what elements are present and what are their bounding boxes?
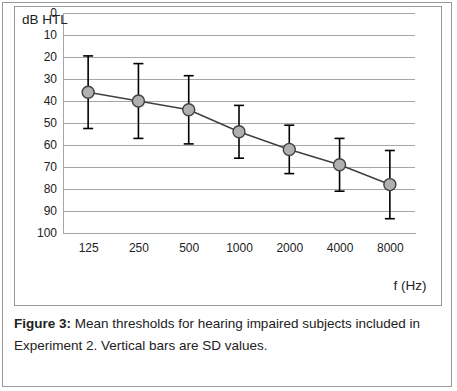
error-bar-cap <box>385 150 395 152</box>
x-tick: 250 <box>129 233 149 255</box>
error-bar <box>133 64 143 139</box>
y-tick-label: 30 <box>44 72 58 86</box>
y-tick: 50 <box>44 116 63 130</box>
y-tick-label: 60 <box>44 138 58 152</box>
data-point <box>384 179 396 191</box>
error-bar-cap <box>234 157 244 159</box>
x-tick-label: 8000 <box>377 241 404 255</box>
y-tick-label: 40 <box>44 94 58 108</box>
x-axis: 125 250 500 1000 2000 4000 8000 <box>64 233 416 255</box>
error-bar-cap <box>133 63 143 65</box>
error-bar <box>184 76 194 144</box>
y-tick: 80 <box>44 182 63 196</box>
y-tick: 40 <box>44 94 63 108</box>
x-tick: 8000 <box>377 233 404 255</box>
data-point <box>283 143 295 155</box>
grid-line <box>63 189 415 190</box>
x-tick: 500 <box>179 233 199 255</box>
y-tick: 70 <box>44 160 63 174</box>
y-tick-label: 100 <box>37 226 57 240</box>
x-tick-label: 4000 <box>327 241 354 255</box>
x-tick: 1000 <box>226 233 253 255</box>
x-tick-label: 500 <box>179 241 199 255</box>
x-tick: 4000 <box>327 233 354 255</box>
y-tick: 20 <box>44 50 63 64</box>
x-tick-label: 250 <box>129 241 149 255</box>
error-bar-cap <box>83 128 93 130</box>
x-tick-label: 125 <box>79 241 99 255</box>
caption-label: Figure 3: <box>14 316 71 331</box>
plot-marks <box>82 56 396 219</box>
y-tick-label: 20 <box>44 50 58 64</box>
y-tick-label: 90 <box>44 204 58 218</box>
grid-line <box>63 101 415 102</box>
x-tick: 2000 <box>276 233 303 255</box>
y-tick: 60 <box>44 138 63 152</box>
grid-line <box>63 13 415 14</box>
y-tick-label: 50 <box>44 116 58 130</box>
x-tick: 125 <box>79 233 99 255</box>
grid-line <box>63 79 415 80</box>
grid-line <box>63 167 415 168</box>
caption: Figure 3: Mean thresholds for hearing im… <box>14 313 446 357</box>
error-bar <box>335 138 345 191</box>
error-bar <box>234 105 244 158</box>
grid-line <box>63 35 415 36</box>
grid <box>63 13 415 233</box>
caption-text: Mean thresholds for hearing impaired sub… <box>14 316 420 353</box>
y-tick-label: 70 <box>44 160 58 174</box>
error-bar-cap <box>385 218 395 220</box>
x-tick-label: 2000 <box>276 241 303 255</box>
error-bar-cap <box>234 105 244 107</box>
data-point <box>132 95 144 107</box>
y-axis: 0102030405060708090100 <box>37 6 64 240</box>
y-tick: 100 <box>37 226 63 240</box>
data-line <box>88 92 390 184</box>
data-point <box>334 159 346 171</box>
grid-line <box>63 211 415 212</box>
grid-line <box>63 233 415 234</box>
chart-frame <box>15 7 442 306</box>
error-bar-cap <box>83 55 93 57</box>
error-bar-cap <box>284 124 294 126</box>
error-bar <box>385 151 395 219</box>
y-tick-label: 80 <box>44 182 58 196</box>
error-bar-cap <box>284 173 294 175</box>
y-tick: 30 <box>44 72 63 86</box>
error-bar-cap <box>184 75 194 77</box>
data-point <box>233 126 245 138</box>
grid-line <box>63 57 415 58</box>
x-axis-line <box>64 233 416 234</box>
x-tick-label: 1000 <box>226 241 253 255</box>
y-axis-line <box>63 14 64 234</box>
y-tick: 10 <box>44 28 63 42</box>
x-axis-title: f (Hz) <box>394 278 427 293</box>
error-bar-cap <box>335 138 345 140</box>
y-tick: 90 <box>44 204 63 218</box>
error-bar-cap <box>184 143 194 145</box>
y-tick-label: 10 <box>44 28 58 42</box>
error-bar-cap <box>335 190 345 192</box>
error-bar <box>284 125 294 173</box>
page: 0102030405060708090100125250500100020004… <box>0 0 457 391</box>
error-bar <box>83 56 93 129</box>
y-axis-title: dB HTL <box>22 12 68 27</box>
error-bar-cap <box>133 138 143 140</box>
data-point <box>82 86 94 98</box>
data-point <box>183 104 195 116</box>
chart: 0102030405060708090100125250500100020004… <box>0 0 457 310</box>
